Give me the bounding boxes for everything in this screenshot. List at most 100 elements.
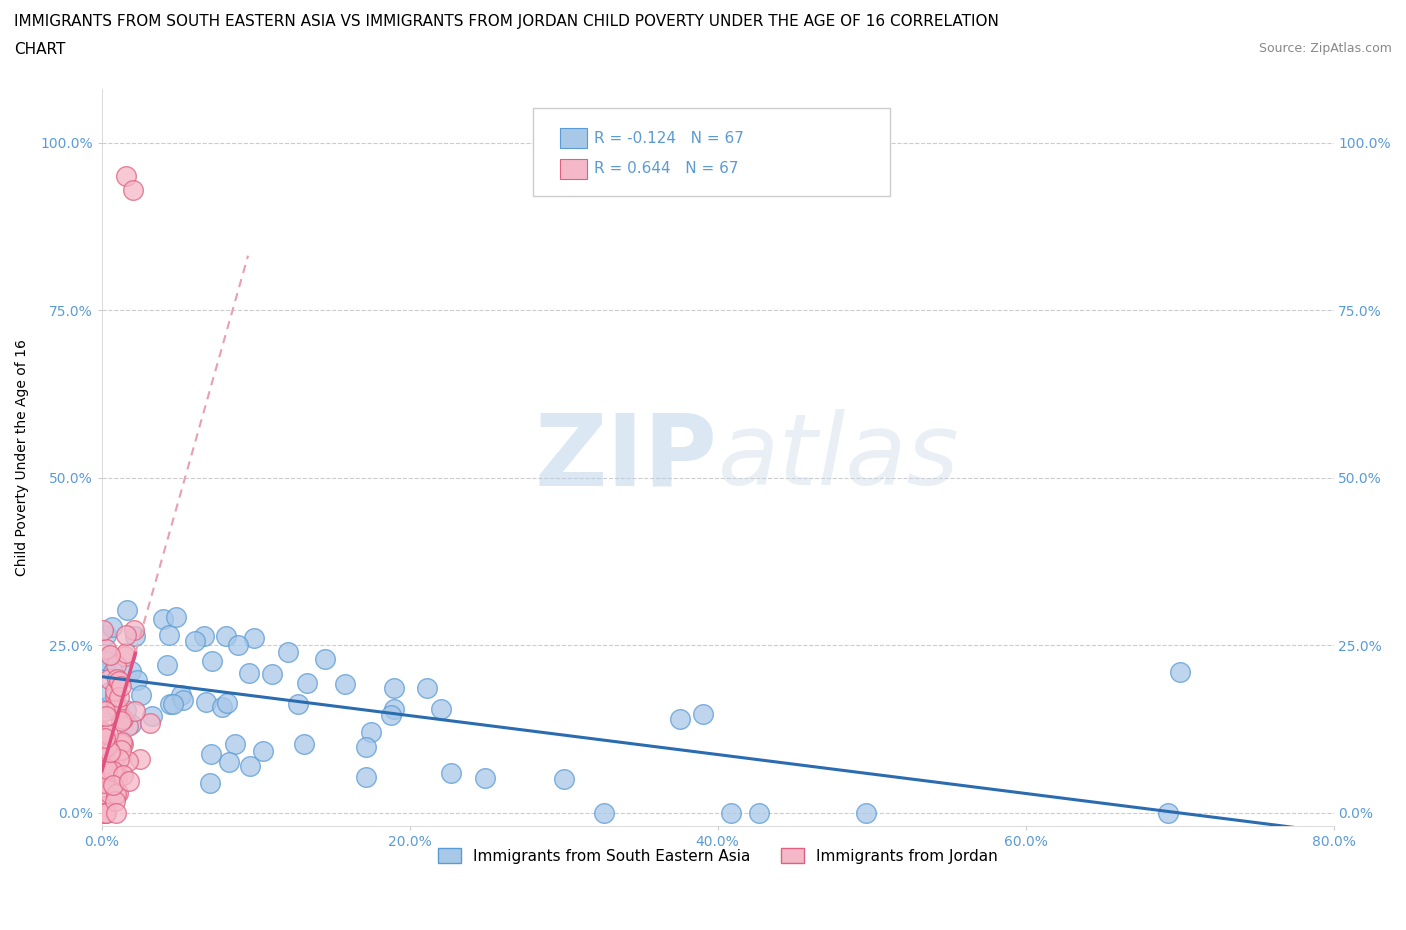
Point: [111, 711, 134, 726]
Point: [720, 805, 742, 820]
Point: [103, 767, 125, 782]
Point: [96, 762, 118, 777]
Text: CHART: CHART: [14, 42, 66, 57]
Point: [170, 687, 193, 702]
Legend: Immigrants from South Eastern Asia, Immigrants from Jordan: Immigrants from South Eastern Asia, Immi…: [432, 842, 1004, 870]
Point: [238, 666, 260, 681]
Point: [105, 658, 128, 672]
Point: [416, 681, 439, 696]
Point: [100, 619, 122, 634]
Point: [120, 717, 142, 732]
FancyBboxPatch shape: [533, 108, 890, 196]
Point: [108, 704, 131, 719]
Point: [110, 678, 132, 693]
Point: [94, 757, 117, 772]
Bar: [560, 127, 588, 148]
Point: [152, 612, 174, 627]
Point: [94, 805, 117, 820]
Point: [104, 684, 127, 698]
Point: [184, 633, 207, 648]
Point: [165, 609, 187, 624]
Point: [93, 704, 115, 719]
Point: [91, 724, 114, 739]
Point: [97, 650, 120, 665]
Point: [172, 693, 194, 708]
Point: [195, 695, 218, 710]
Point: [200, 747, 222, 762]
Point: [104, 805, 127, 820]
Point: [105, 772, 128, 787]
Point: [96, 654, 118, 669]
Point: [105, 748, 128, 763]
Point: [115, 628, 138, 643]
Point: [252, 743, 274, 758]
Text: R = -0.124   N = 67: R = -0.124 N = 67: [595, 130, 744, 145]
Point: [277, 645, 299, 660]
Point: [201, 654, 224, 669]
Point: [121, 182, 143, 197]
Point: [110, 713, 132, 728]
Text: Source: ZipAtlas.com: Source: ZipAtlas.com: [1258, 42, 1392, 55]
Point: [156, 658, 179, 672]
Point: [93, 622, 115, 637]
Point: [91, 764, 114, 779]
Point: [162, 697, 184, 711]
Point: [382, 702, 405, 717]
Point: [100, 768, 122, 783]
Point: [97, 671, 120, 686]
Point: [692, 707, 714, 722]
Point: [295, 676, 318, 691]
Point: [380, 708, 402, 723]
Point: [94, 791, 117, 806]
Point: [360, 724, 382, 739]
Point: [239, 759, 262, 774]
Point: [211, 700, 233, 715]
Point: [111, 735, 134, 750]
Point: [198, 776, 221, 790]
Point: [224, 737, 246, 751]
Point: [107, 786, 129, 801]
Point: [101, 777, 124, 792]
Point: [117, 774, 139, 789]
Point: [94, 709, 117, 724]
Bar: [560, 159, 588, 179]
Point: [94, 731, 117, 746]
Point: [94, 805, 117, 820]
Point: [1157, 805, 1180, 820]
Point: [122, 622, 145, 637]
Point: [105, 700, 128, 715]
Point: [748, 805, 770, 820]
Point: [243, 631, 266, 645]
Point: [98, 745, 121, 760]
Point: [157, 628, 180, 643]
Point: [97, 684, 120, 699]
Point: [104, 793, 127, 808]
Point: [107, 751, 129, 766]
Point: [112, 767, 135, 782]
Point: [141, 709, 163, 724]
Point: [114, 648, 136, 663]
Point: [110, 736, 132, 751]
Point: [292, 737, 315, 751]
Text: R = 0.644   N = 67: R = 0.644 N = 67: [595, 162, 740, 177]
Point: [96, 738, 118, 753]
Point: [94, 805, 117, 820]
Point: [101, 764, 124, 778]
Point: [96, 799, 118, 814]
Point: [193, 629, 215, 644]
Point: [93, 776, 115, 790]
Point: [593, 805, 616, 820]
Point: [159, 697, 181, 711]
Point: [120, 663, 142, 678]
Point: [90, 756, 112, 771]
Point: [354, 740, 377, 755]
Point: [124, 704, 146, 719]
Point: [104, 689, 127, 704]
Point: [129, 688, 152, 703]
Point: [100, 757, 122, 772]
Point: [429, 701, 451, 716]
Point: [125, 672, 148, 687]
Point: [97, 726, 120, 741]
Point: [129, 751, 152, 766]
Point: [108, 690, 131, 705]
